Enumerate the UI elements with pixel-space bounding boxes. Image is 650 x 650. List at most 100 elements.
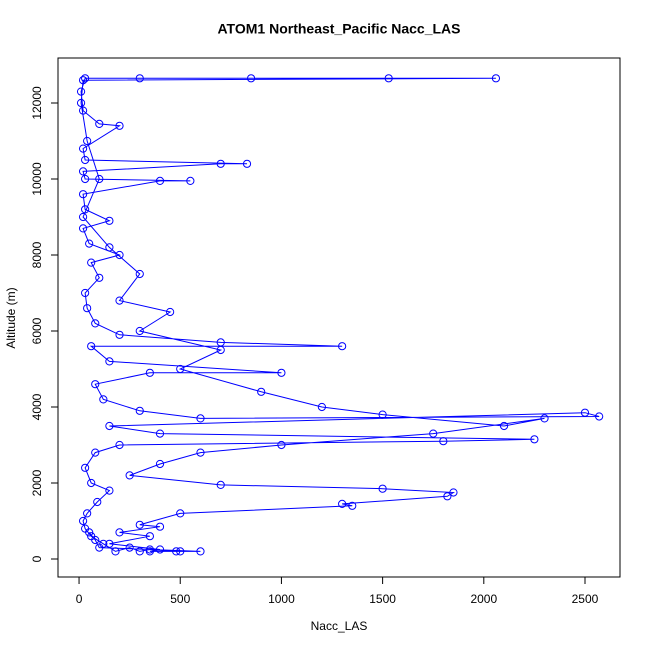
data-point: [87, 342, 96, 351]
data-point: [115, 250, 124, 260]
data-point: [78, 224, 88, 233]
data-point: [172, 547, 181, 556]
data-point: [81, 205, 90, 214]
data-point: [429, 429, 438, 438]
data-point: [81, 288, 90, 298]
data-point: [87, 478, 96, 488]
data-point: [95, 273, 104, 282]
data-point: [145, 368, 154, 377]
data-point: [95, 119, 104, 128]
data-point: [105, 539, 114, 548]
data-point: [378, 484, 387, 493]
data-point: [115, 121, 124, 130]
data-point: [246, 74, 256, 83]
data-point: [105, 486, 114, 495]
data-point: [176, 364, 185, 374]
y-tick-label: 6000: [30, 317, 44, 344]
data-point: [91, 380, 100, 389]
data-point: [338, 499, 347, 508]
data-point: [155, 545, 165, 554]
data-point: [105, 243, 114, 252]
data-point: [87, 258, 96, 267]
data-point: [78, 144, 88, 153]
data-point: [155, 176, 165, 185]
data-point: [91, 535, 100, 545]
y-tick-label: 4000: [30, 393, 44, 420]
data-point: [155, 429, 165, 438]
data-point: [78, 212, 88, 222]
data-point: [81, 74, 90, 83]
data-point: [135, 406, 144, 415]
y-tick-label: 2000: [30, 469, 44, 496]
data-point: [78, 76, 88, 85]
data-point: [196, 448, 205, 457]
data-point: [111, 547, 120, 556]
data-point: [125, 543, 134, 552]
data-point: [95, 543, 104, 552]
data-point: [78, 106, 88, 115]
data-point: [115, 330, 124, 339]
data-point: [449, 488, 458, 497]
data-point: [499, 421, 509, 431]
data-point: [317, 402, 326, 412]
data-point: [242, 159, 252, 168]
data-point: [176, 509, 185, 518]
x-tick-label: 1500: [369, 592, 396, 606]
data-point: [81, 174, 90, 184]
data-point: [384, 74, 393, 83]
y-tick-label: 0: [30, 555, 44, 562]
data-point: [76, 87, 86, 96]
data-point: [115, 528, 124, 537]
y-tick-label: 12000: [30, 86, 44, 120]
x-tick-label: 2000: [470, 592, 497, 606]
data-point: [135, 269, 144, 279]
data-point: [91, 319, 100, 328]
data-point: [348, 501, 357, 510]
data-point: [76, 98, 86, 108]
data-point: [125, 471, 134, 480]
data-point: [115, 296, 124, 305]
data-point: [491, 74, 501, 83]
data-point: [196, 547, 205, 556]
data-point: [81, 155, 90, 165]
x-axis-label: Nacc_LAS: [311, 619, 368, 633]
data-point: [277, 440, 286, 450]
data-point: [105, 216, 114, 225]
data-point: [78, 190, 88, 199]
data-point: [216, 345, 225, 355]
x-tick-label: 1000: [268, 592, 295, 606]
data-point: [95, 174, 104, 184]
data-point: [166, 307, 175, 317]
data-point: [378, 410, 387, 419]
data-point: [540, 414, 549, 423]
data-point: [105, 357, 114, 366]
data-point: [83, 509, 92, 518]
y-tick-label: 10000: [30, 162, 44, 196]
data-point: [85, 528, 94, 537]
data-point: [135, 547, 144, 556]
data-point: [257, 387, 266, 396]
chart-title: ATOM1 Northeast_Pacific Nacc_LAS: [217, 21, 460, 37]
data-point: [595, 412, 604, 421]
data-point: [443, 492, 452, 501]
data-point: [135, 326, 144, 336]
data-point: [216, 159, 225, 168]
y-axis-label: Altitude (m): [4, 287, 18, 348]
data-point: [145, 547, 154, 556]
data-point: [277, 368, 286, 377]
data-point: [580, 408, 590, 417]
data-point: [216, 480, 225, 489]
data-point: [186, 176, 195, 185]
data-point: [83, 304, 92, 313]
data-line: [80, 77, 600, 552]
data-point: [78, 167, 88, 176]
data-point: [530, 435, 539, 444]
data-point: [338, 342, 347, 351]
data-point: [81, 463, 90, 472]
x-tick-label: 0: [76, 592, 83, 606]
data-point: [99, 395, 108, 404]
data-point: [83, 136, 92, 146]
data-point: [91, 448, 100, 457]
